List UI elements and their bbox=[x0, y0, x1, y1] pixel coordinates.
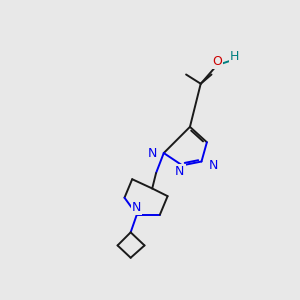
Text: N: N bbox=[175, 165, 184, 178]
Text: N: N bbox=[148, 146, 158, 160]
Text: N: N bbox=[208, 159, 218, 172]
Text: O: O bbox=[212, 55, 222, 68]
Text: H: H bbox=[230, 50, 239, 63]
Text: N: N bbox=[132, 201, 142, 214]
